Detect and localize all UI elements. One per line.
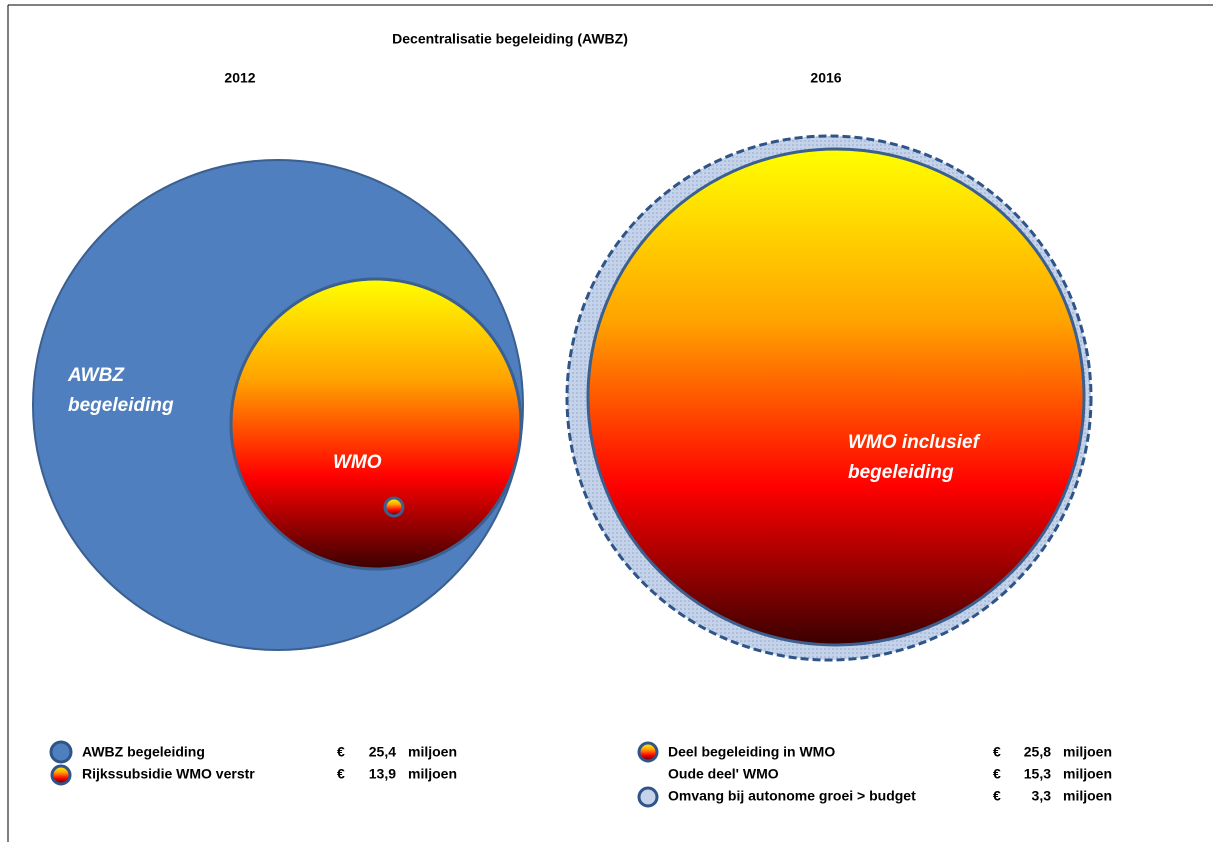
legend-icon <box>49 740 73 764</box>
circle-label: begeleiding <box>848 462 954 483</box>
legend-unit: miljoen <box>408 744 457 760</box>
legend-unit: miljoen <box>1063 744 1112 760</box>
legend-amount: 3,3 <box>1032 788 1052 804</box>
legend-label: Oude deel' WMO <box>668 766 779 782</box>
legend-icon <box>637 786 659 808</box>
legend-unit: miljoen <box>1063 788 1112 804</box>
wmo-2016-circle <box>586 147 1086 647</box>
wmo-circle <box>229 277 523 571</box>
legend-currency: € <box>993 766 1001 782</box>
legend-currency: € <box>337 744 345 760</box>
legend-icon <box>637 741 659 763</box>
legend-label: Rijkssubsidie WMO verstr <box>82 766 255 782</box>
legend: AWBZ begeleiding € 25,4 miljoen Rijkssub… <box>82 744 1112 804</box>
legend-unit: miljoen <box>1063 766 1112 782</box>
legend-amount: 13,9 <box>369 766 396 782</box>
legend-label: Deel begeleiding in WMO <box>668 744 835 760</box>
circle-label: WMO <box>333 452 382 473</box>
circle-label: AWBZ <box>67 365 125 386</box>
legend-amount: 25,8 <box>1024 744 1051 760</box>
circle-label: begeleiding <box>68 395 174 416</box>
legend-amount: 15,3 <box>1024 766 1051 782</box>
legend-amount: 25,4 <box>369 744 396 760</box>
title: Decentralisatie begeleiding (AWBZ) <box>392 31 628 47</box>
circle-label: WMO inclusief <box>848 432 981 453</box>
year: 2016 <box>810 70 841 86</box>
legend-label: Omvang bij autonome groei > budget <box>668 788 916 804</box>
year: 2012 <box>224 70 255 86</box>
legend-unit: miljoen <box>408 766 457 782</box>
legend-icon <box>50 764 72 786</box>
legend-label: AWBZ begeleiding <box>82 744 205 760</box>
small-circle <box>383 496 405 518</box>
legend-currency: € <box>337 766 345 782</box>
legend-currency: € <box>993 744 1001 760</box>
legend-currency: € <box>993 788 1001 804</box>
